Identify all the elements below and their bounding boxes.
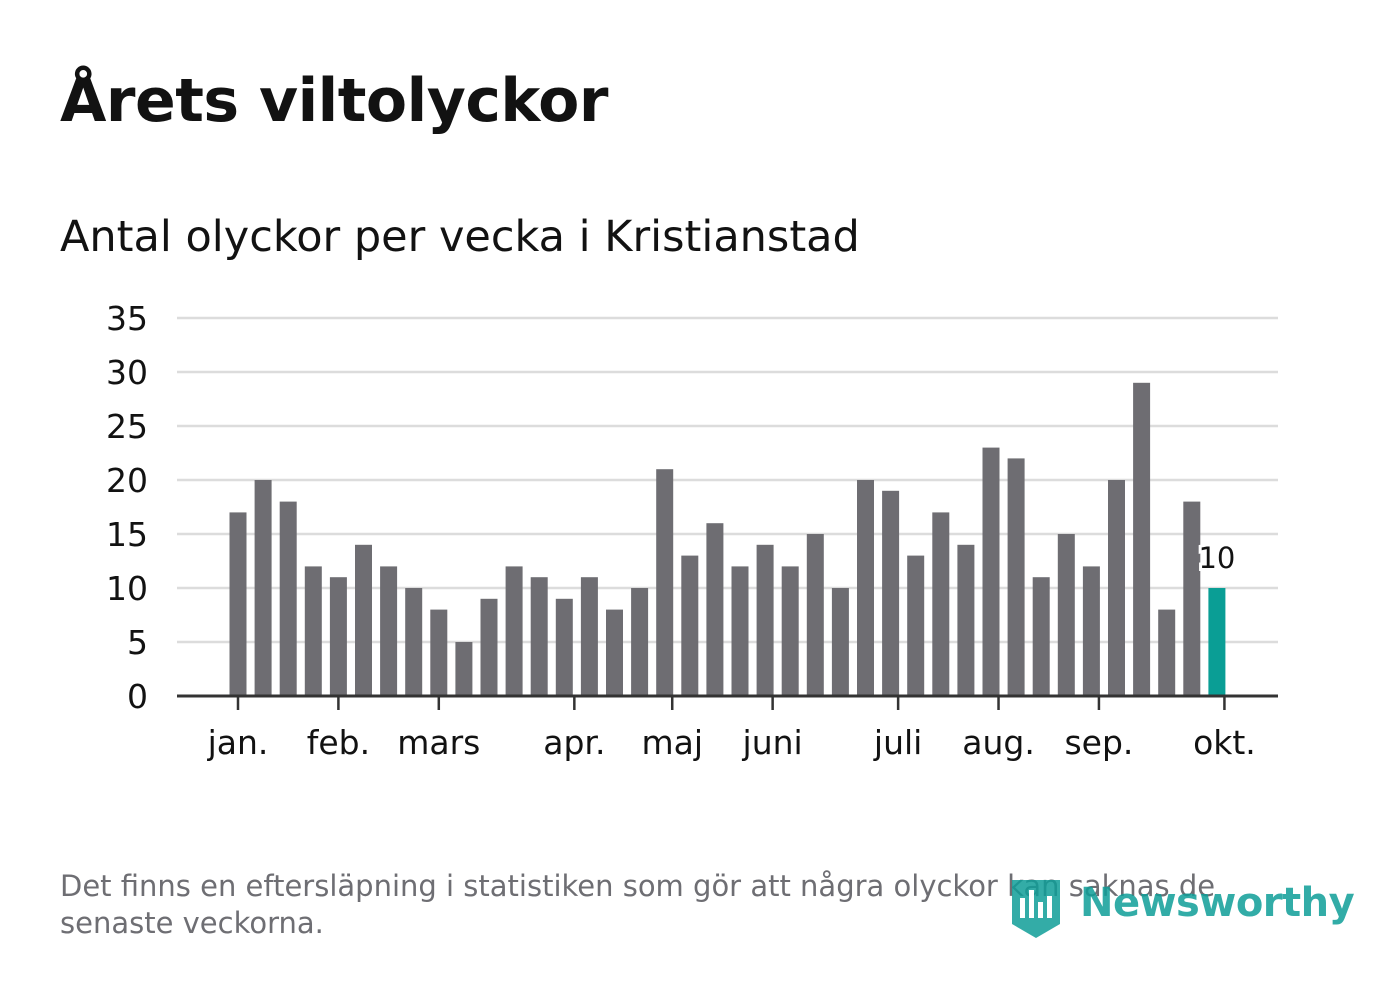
y-tick-label: 15 [106, 515, 148, 554]
bar [681, 555, 699, 696]
bar-chart: 0 5 10 15 20 25 30 35 jan. feb. mars apr. maj juni jul… [106, 299, 1278, 762]
bar [982, 447, 1000, 696]
x-tick-label: juli [873, 723, 922, 762]
bar [756, 544, 774, 696]
x-tick-label: jan. [207, 723, 269, 762]
bar [731, 566, 749, 696]
axis-layer [177, 694, 1278, 710]
bar [831, 588, 849, 696]
bar [1007, 458, 1025, 696]
bar [505, 566, 523, 696]
bar [555, 598, 573, 696]
bar [380, 566, 398, 696]
bar [882, 490, 900, 696]
bar [1082, 566, 1100, 696]
bar [1057, 534, 1075, 696]
bar [455, 642, 473, 696]
data-label: 10 [1198, 541, 1235, 575]
y-tick-label: 0 [127, 677, 148, 716]
bar [405, 588, 423, 696]
x-tick-label: mars [397, 723, 480, 762]
y-tick-label: 25 [106, 407, 148, 446]
bar [1108, 480, 1125, 696]
bar [229, 512, 247, 696]
bar [1032, 577, 1050, 696]
newsworthy-logo[interactable]: Newsworthy [1010, 876, 1355, 946]
bar [480, 598, 498, 696]
x-tick-label: okt. [1193, 723, 1256, 762]
y-tick-label: 35 [106, 299, 148, 338]
x-tick-label: maj [641, 723, 703, 762]
bar [580, 577, 598, 696]
bar [1183, 501, 1201, 696]
x-tick-label: feb. [307, 723, 370, 762]
label-layer: 0 5 10 15 20 25 30 35 jan. feb. mars apr. maj juni jul… [106, 299, 1256, 762]
bar [781, 566, 799, 696]
bar [806, 534, 824, 696]
bar [957, 544, 975, 696]
x-tick-label: apr. [543, 723, 605, 762]
bar [932, 512, 950, 696]
x-tick-label: juni [742, 723, 803, 762]
bar-layer [229, 382, 1226, 696]
bar [907, 555, 925, 696]
x-tick-label: aug. [962, 723, 1035, 762]
newsworthy-logo-icon [1012, 880, 1060, 938]
chart-subtitle: Antal olyckor per vecka i Kristianstad [60, 212, 860, 262]
bar [254, 480, 272, 696]
y-tick-label: 10 [106, 569, 148, 608]
y-tick-label: 30 [106, 353, 148, 392]
bar [355, 544, 372, 696]
x-tick-label: sep. [1064, 723, 1133, 762]
bar [857, 480, 874, 696]
y-tick-label: 20 [106, 461, 148, 500]
bar [304, 566, 322, 696]
chart-title: Årets viltolyckor [60, 66, 609, 136]
bar [279, 501, 297, 696]
bar [706, 523, 724, 696]
bar [1158, 609, 1176, 696]
bar [1133, 382, 1151, 696]
bar [631, 588, 649, 696]
logo-text: Newsworthy [1080, 880, 1355, 926]
bar [430, 609, 448, 696]
bar [656, 469, 674, 696]
bar [530, 577, 548, 696]
bar [329, 577, 347, 696]
y-tick-label: 5 [127, 623, 148, 662]
bar [606, 609, 623, 696]
bar-highlight [1208, 588, 1226, 696]
